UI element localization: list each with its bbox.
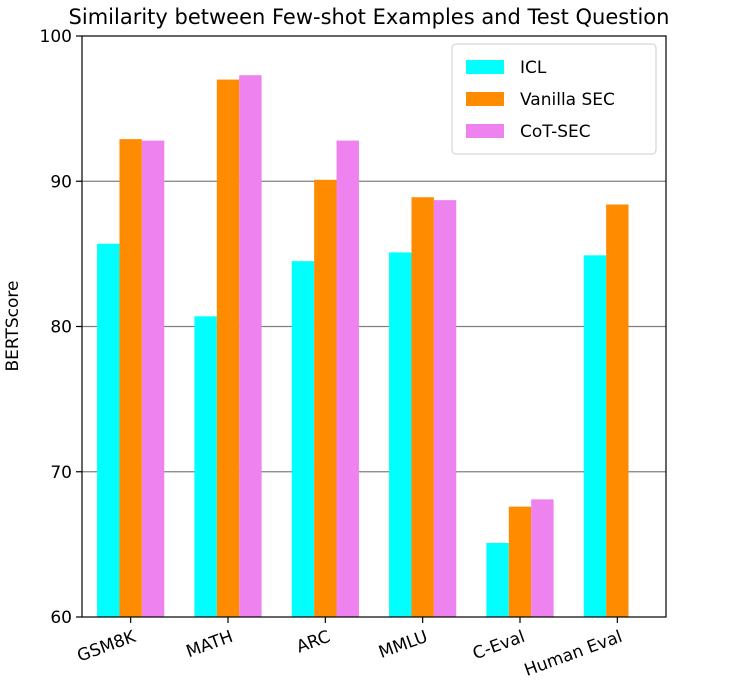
legend-swatch	[466, 60, 504, 74]
legend-label: ICL	[520, 58, 547, 78]
chart-title: Similarity between Few-shot Examples and…	[69, 5, 670, 29]
bar-icl-human-eval	[583, 255, 607, 617]
x-tick-label: MATH	[184, 627, 236, 662]
bar-icl-mmlu	[389, 252, 412, 618]
legend-swatch	[466, 92, 504, 106]
bar-vanilla-sec-mmlu	[411, 197, 434, 618]
y-axis-label: BERTScore	[3, 281, 23, 372]
legend-label: CoT-SEC	[520, 122, 591, 142]
bar-vanilla-sec-c-eval	[508, 506, 532, 617]
y-tick-label: 80	[50, 318, 72, 338]
x-tick-label: Human Eval	[522, 627, 625, 681]
y-tick-label: 70	[50, 463, 72, 483]
legend: ICL Vanilla SEC CoT-SEC	[451, 43, 657, 155]
plot-frame	[81, 35, 667, 618]
y-tick-label: 100	[40, 27, 72, 47]
bar-vanilla-sec-math	[216, 79, 240, 617]
bar-icl-arc	[291, 261, 315, 617]
bar-vanilla-sec-human-eval	[606, 204, 629, 618]
bar-cot-sec-mmlu	[433, 200, 457, 617]
grid-lines	[82, 180, 666, 473]
x-tick-label: MMLU	[376, 627, 430, 663]
x-tick-label: GSM8K	[75, 627, 140, 667]
bars	[97, 75, 629, 618]
bar-cot-sec-c-eval	[531, 499, 554, 617]
y-axis-ticks: 60 70 80 90 100	[40, 27, 82, 628]
x-tick-label: ARC	[294, 627, 333, 658]
bar-vanilla-sec-arc	[314, 179, 337, 618]
bar-cot-sec-gsm8k	[141, 140, 165, 617]
bar-icl-c-eval	[486, 542, 509, 617]
bar-icl-gsm8k	[97, 243, 120, 617]
y-tick-label: 90	[50, 172, 72, 192]
legend-label: Vanilla SEC	[520, 90, 615, 110]
bar-vanilla-sec-gsm8k	[119, 139, 142, 617]
x-tick-label: C-Eval	[470, 627, 528, 664]
y-tick-label: 60	[50, 608, 72, 628]
bar-icl-math	[194, 316, 217, 617]
bar-cot-sec-arc	[336, 140, 359, 617]
legend-swatch	[466, 124, 504, 138]
bar-cot-sec-math	[239, 75, 262, 617]
